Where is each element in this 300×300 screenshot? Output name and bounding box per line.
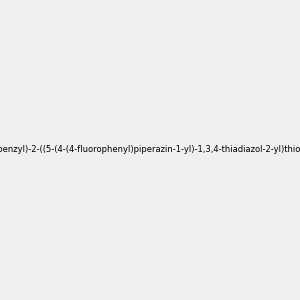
- Text: N-(4-fluorobenzyl)-2-((5-(4-(4-fluorophenyl)piperazin-1-yl)-1,3,4-thiadiazol-2-y: N-(4-fluorobenzyl)-2-((5-(4-(4-fluorophe…: [0, 146, 300, 154]
